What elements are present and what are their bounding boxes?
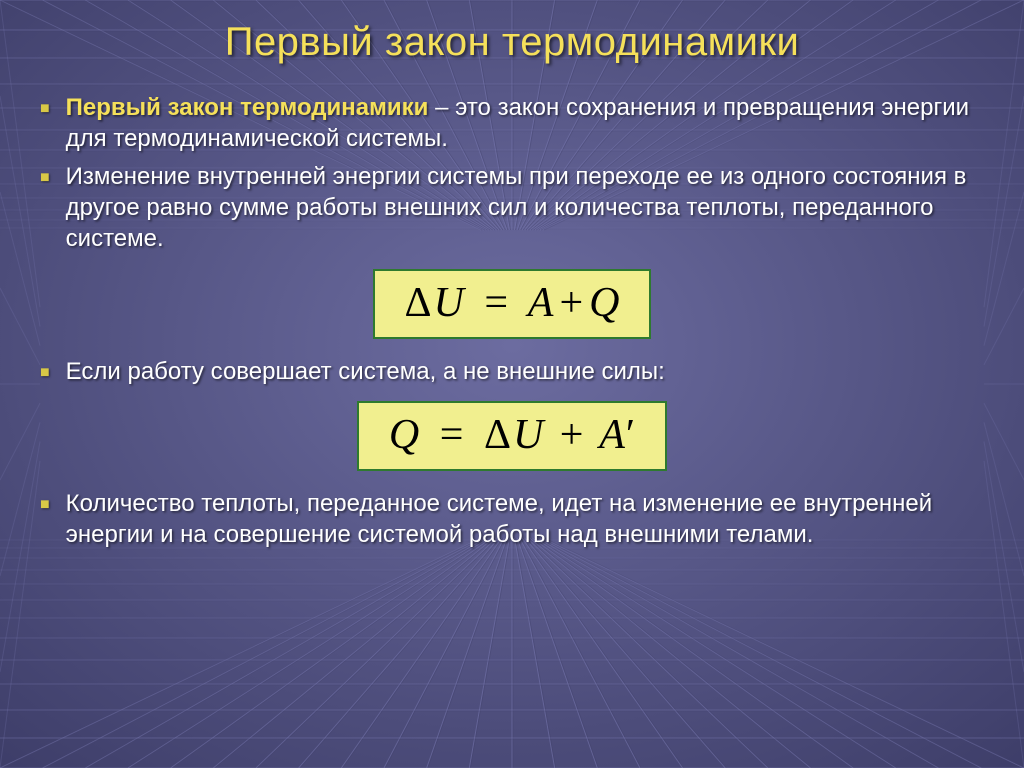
bullet-text: Изменение внутренней энергии системы при…: [66, 162, 984, 254]
f2-prime: ′: [626, 412, 635, 458]
bullet-group-1: ■ Первый закон термодинамики – это закон…: [40, 93, 984, 255]
bullet-marker-icon: ■: [40, 364, 50, 382]
f1-Q: Q: [589, 280, 619, 326]
bullet-item: ■ Если работу совершает система, а не вн…: [40, 357, 984, 388]
slide-title: Первый закон термодинамики: [40, 20, 984, 65]
f2-plus: +: [560, 412, 584, 458]
f2-eq: =: [440, 412, 464, 458]
bullet-lead: Первый закон термодинамики: [66, 94, 429, 121]
f1-U: U: [434, 280, 464, 326]
formula-1: ΔU = A+Q: [373, 269, 652, 339]
bullet-item: ■ Количество теплоты, переданное системе…: [40, 489, 984, 550]
f1-A: A: [528, 280, 554, 326]
formula-2: Q = ΔU + A′: [357, 401, 667, 471]
f1-plus: +: [559, 280, 583, 326]
bullet-marker-icon: ■: [40, 496, 50, 514]
f2-A: A: [599, 412, 625, 458]
slide-content: Первый закон термодинамики ■ Первый зако…: [40, 20, 984, 551]
bullet-text: Первый закон термодинамики – это закон с…: [66, 93, 984, 154]
bullet-marker-icon: ■: [40, 169, 50, 187]
bullet-item: ■ Изменение внутренней энергии системы п…: [40, 162, 984, 254]
slide: Первый закон термодинамики ■ Первый зако…: [0, 0, 1024, 768]
bullet-group-2: ■ Если работу совершает система, а не вн…: [40, 357, 984, 388]
f2-U: U: [513, 412, 543, 458]
f2-Q: Q: [389, 412, 419, 458]
formula-1-container: ΔU = A+Q: [40, 269, 984, 339]
bullet-item: ■ Первый закон термодинамики – это закон…: [40, 93, 984, 154]
f1-delta: Δ: [405, 280, 432, 326]
f1-eq: =: [484, 280, 508, 326]
bullet-marker-icon: ■: [40, 100, 50, 118]
bullet-group-3: ■ Количество теплоты, переданное системе…: [40, 489, 984, 550]
bullet-text: Количество теплоты, переданное системе, …: [66, 489, 984, 550]
f2-delta: Δ: [484, 412, 511, 458]
bullet-text: Если работу совершает система, а не внеш…: [66, 357, 665, 388]
formula-2-container: Q = ΔU + A′: [40, 401, 984, 471]
